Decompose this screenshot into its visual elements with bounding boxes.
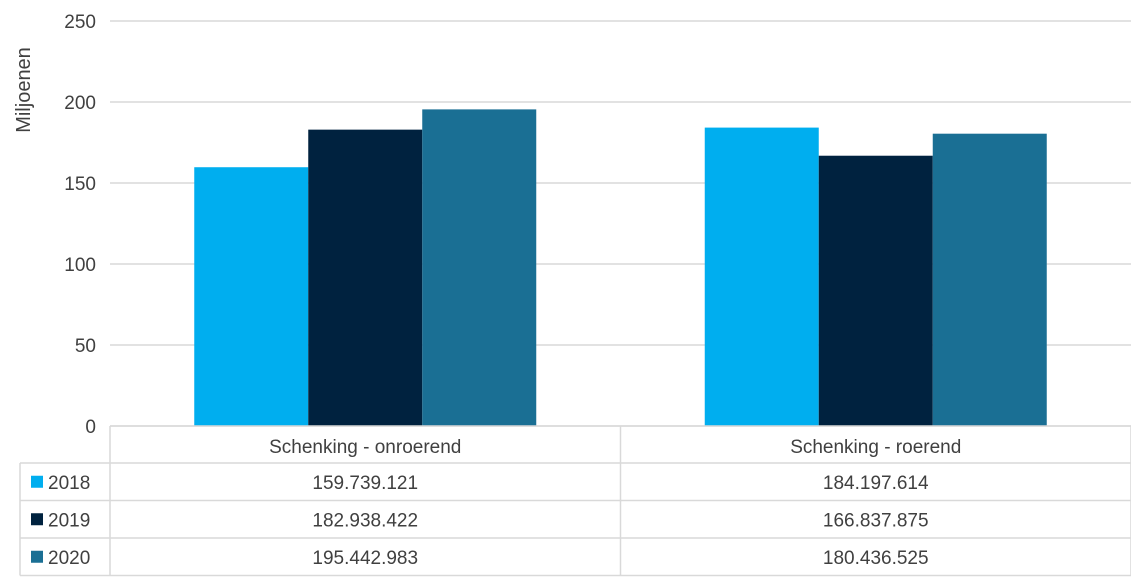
y-tick-label: 0 [85,417,96,438]
y-tick-label: 200 [64,93,96,114]
data-label: 159.739.121 [312,473,418,494]
legend-label: 2019 [48,510,90,531]
legend-label: 2018 [48,473,90,494]
bar-2020-2 [932,133,1047,427]
category-label: Schenking - roerend [790,437,961,458]
y-axis-label: Miljoenen [13,47,35,133]
data-label: 182.938.422 [312,510,418,531]
bar-2020-1 [422,109,537,426]
bar-2019-2 [818,155,933,426]
bar-2019-1 [308,129,423,426]
bar-2018-2 [704,127,819,427]
data-label: 166.837.875 [823,510,929,531]
bar-2018-1 [194,167,309,426]
y-tick-label: 50 [75,336,96,357]
legend-swatch [31,513,43,526]
data-label: 184.197.614 [823,473,929,494]
legend-label: 2020 [48,548,90,569]
y-tick-label: 100 [64,255,96,276]
y-tick-label: 150 [64,174,96,195]
legend-swatch [31,475,43,488]
y-tick-label: 250 [64,12,96,33]
category-label: Schenking - onroerend [269,437,461,458]
bars [194,109,1047,427]
data-label: 180.436.525 [823,548,929,569]
data-table: Schenking - onroerend Schenking - roerend… [19,425,1131,577]
legend-swatch [31,550,43,563]
data-label: 195.442.983 [312,548,418,569]
y-axis-ticks: 0 50 100 150 200 250 [64,12,96,438]
